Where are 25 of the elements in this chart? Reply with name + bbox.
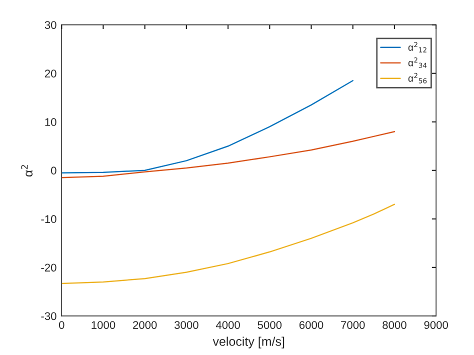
y-axis-title: α$^{2}$ — [21, 165, 33, 177]
x-tick-label: 3000 — [174, 321, 198, 329]
y-tick-label: 20 — [44, 70, 56, 78]
x-tick-label: 6000 — [299, 321, 324, 329]
x-tick-label: 7000 — [341, 321, 365, 329]
x-tick-label: 1000 — [92, 321, 116, 329]
line-series — [62, 80, 354, 174]
legend-label: α$^{2}$$_{34}$ — [408, 57, 427, 68]
y-tick-label: -30 — [41, 312, 56, 320]
y-tick-label: -10 — [41, 215, 56, 224]
x-tick-label: 2000 — [133, 321, 157, 329]
x-tick-label: 4000 — [216, 321, 240, 329]
line-series — [62, 204, 396, 284]
x-tick-label: 0 — [58, 321, 64, 329]
y-tick-label: 30 — [44, 21, 56, 29]
legend-label: α$^{2}$$_{56}$ — [408, 72, 427, 84]
line-series — [62, 130, 396, 178]
y-tick-label: 10 — [45, 118, 56, 126]
y-tick-label: 0 — [51, 166, 56, 175]
y-tick-label: -20 — [41, 264, 56, 272]
x-axis-title: velocity [m/s] — [212, 336, 284, 348]
x-tick-label: 5000 — [258, 321, 282, 329]
x-tick-label: 9000 — [424, 321, 448, 329]
legend-label: α$^{2}$$_{12}$ — [408, 42, 426, 52]
x-tick-label: 8000 — [382, 321, 406, 329]
